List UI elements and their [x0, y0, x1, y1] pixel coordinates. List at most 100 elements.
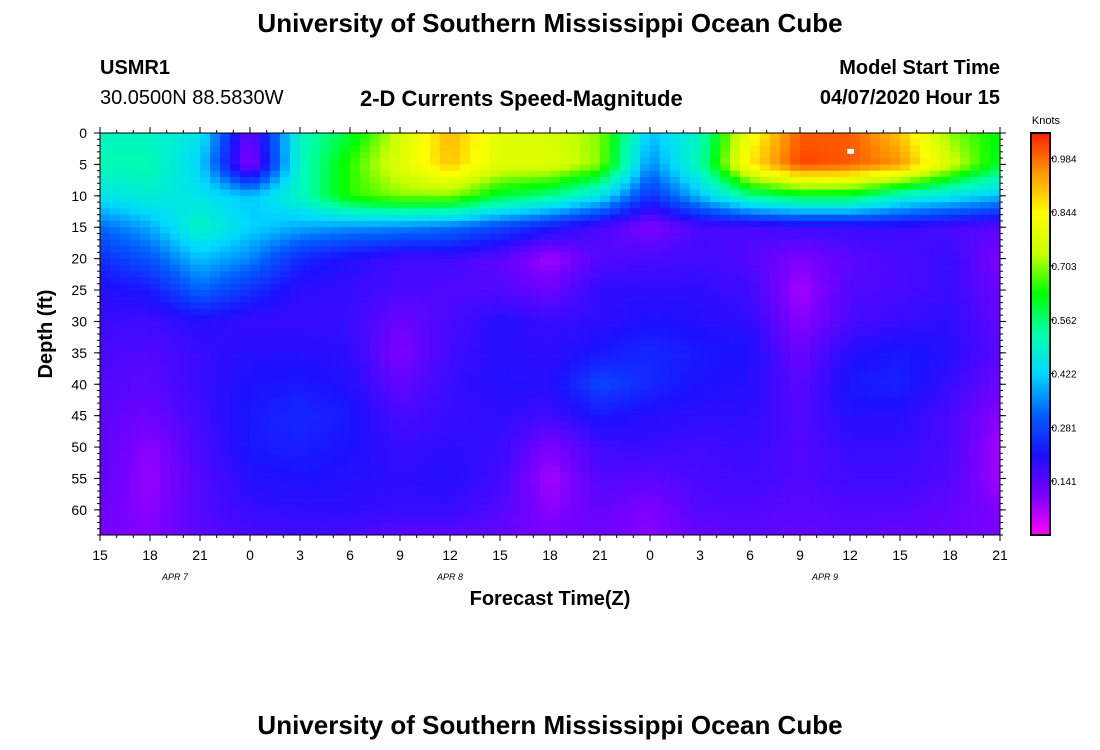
heatmap-cell: [820, 164, 831, 172]
heatmap-cell: [740, 384, 751, 392]
heatmap-cell: [240, 415, 251, 423]
heatmap-cell: [780, 170, 791, 178]
heatmap-cell: [630, 421, 641, 429]
heatmap-cell: [620, 428, 631, 436]
heatmap-cell: [650, 195, 661, 203]
heatmap-cell: [650, 453, 661, 461]
heatmap-cell: [460, 296, 471, 304]
heatmap-cell: [210, 421, 221, 429]
heatmap-cell: [330, 176, 341, 184]
heatmap-cell: [210, 365, 221, 373]
heatmap-cell: [380, 352, 391, 360]
heatmap-cell: [810, 158, 821, 166]
heatmap-cell: [970, 252, 981, 260]
heatmap-cell: [860, 296, 871, 304]
heatmap-cell: [100, 214, 111, 222]
heatmap-cell: [370, 365, 381, 373]
heatmap-cell: [370, 164, 381, 172]
heatmap-cell: [560, 371, 571, 379]
heatmap-cell: [990, 459, 1000, 467]
heatmap-cell: [190, 465, 201, 473]
heatmap-cell: [200, 220, 211, 228]
heatmap-cell: [400, 133, 411, 140]
heatmap-cell: [250, 465, 261, 473]
heatmap-cell: [110, 133, 121, 140]
heatmap-cell: [730, 459, 741, 467]
heatmap-cell: [920, 334, 931, 341]
heatmap-cell: [240, 145, 251, 153]
heatmap-cell: [560, 428, 571, 436]
heatmap-cell: [890, 403, 901, 410]
heatmap-cell: [420, 195, 431, 203]
heatmap-cell: [310, 164, 321, 172]
heatmap-cell: [970, 290, 981, 297]
heatmap-cell: [150, 183, 161, 191]
heatmap-cell: [740, 409, 751, 417]
heatmap-cell: [770, 384, 781, 392]
heatmap-cell: [400, 302, 411, 310]
heatmap-cell: [590, 334, 601, 341]
heatmap-cell: [530, 440, 541, 448]
heatmap-cell: [800, 183, 811, 191]
heatmap-cell: [360, 246, 371, 253]
heatmap-cell: [260, 208, 271, 216]
heatmap-cell: [150, 359, 161, 367]
heatmap-cell: [750, 308, 761, 316]
heatmap-cell: [330, 220, 341, 228]
heatmap-cell: [350, 334, 361, 341]
heatmap-cell: [870, 195, 881, 203]
heatmap-cell: [220, 359, 231, 367]
heatmap-cell: [700, 158, 711, 166]
heatmap-cell: [110, 220, 121, 228]
heatmap-cell: [980, 290, 991, 297]
heatmap-cell: [970, 220, 981, 228]
heatmap-cell: [260, 139, 271, 147]
heatmap-cell: [180, 176, 191, 184]
heatmap-cell: [480, 377, 491, 385]
heatmap-cell: [930, 264, 941, 272]
heatmap-cell: [990, 403, 1000, 410]
heatmap-cell: [540, 315, 551, 323]
heatmap-cell: [420, 308, 431, 316]
heatmap-cell: [910, 158, 921, 166]
heatmap-cell: [380, 409, 391, 417]
heatmap-cell: [810, 252, 821, 260]
heatmap-cell: [730, 290, 741, 297]
heatmap-cell: [350, 258, 361, 266]
heatmap-cell: [100, 189, 111, 197]
heatmap-cell: [350, 359, 361, 367]
heatmap-cell: [510, 133, 521, 140]
heatmap-cell: [220, 334, 231, 341]
heatmap-cell: [690, 264, 701, 272]
heatmap-cell: [880, 233, 891, 241]
heatmap-cell: [400, 334, 411, 341]
heatmap-cell: [660, 246, 671, 253]
heatmap-cell: [820, 321, 831, 329]
heatmap-cell: [700, 189, 711, 197]
heatmap-cell: [680, 434, 691, 442]
heatmap-cell: [380, 264, 391, 272]
heatmap-cell: [650, 365, 661, 373]
heatmap-cell: [200, 296, 211, 304]
heatmap-cell: [410, 334, 421, 341]
heatmap-cell: [260, 202, 271, 209]
heatmap-cell: [930, 277, 941, 285]
heatmap-cell: [380, 277, 391, 285]
heatmap-cell: [140, 283, 151, 291]
heatmap-cell: [580, 396, 591, 404]
heatmap-cell: [550, 239, 561, 247]
heatmap-cell: [860, 472, 871, 480]
heatmap-cell: [220, 258, 231, 266]
heatmap-cell: [590, 227, 601, 235]
heatmap-cell: [510, 315, 521, 323]
heatmap-cell: [810, 139, 821, 147]
heatmap-cell: [570, 352, 581, 360]
heatmap-cell: [500, 434, 511, 442]
heatmap-cell: [380, 396, 391, 404]
heatmap-cell: [610, 396, 621, 404]
heatmap-cell: [190, 415, 201, 423]
heatmap-cell: [190, 447, 201, 454]
heatmap-cell: [880, 214, 891, 222]
heatmap-cell: [700, 139, 711, 147]
heatmap-cell: [130, 472, 141, 480]
